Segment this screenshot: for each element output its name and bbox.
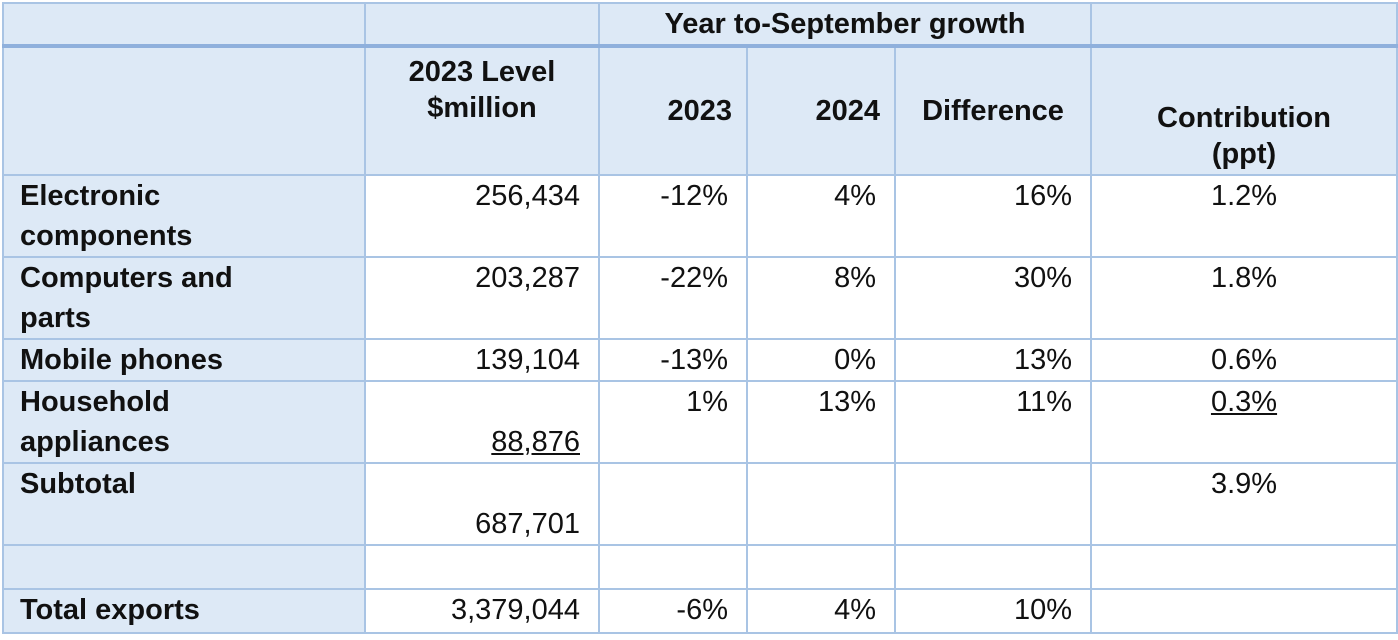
header-blank-cell bbox=[364, 2, 600, 47]
level-cell: 3,379,044 bbox=[364, 588, 600, 634]
empty-cell bbox=[1090, 544, 1398, 590]
table-row: Total exports 3,379,044 -6% 4% 10% bbox=[2, 588, 1398, 634]
growth-2024-cell: 8% bbox=[746, 256, 896, 340]
empty-cell bbox=[893, 462, 1093, 546]
level-cell: 256,434 bbox=[364, 174, 600, 258]
level-cell: 88,876 bbox=[364, 380, 600, 464]
difference-cell: 13% bbox=[893, 338, 1093, 382]
table-row: Household appliances 88,876 1% 13% 11% 0.… bbox=[2, 380, 1398, 464]
table-row: Subtotal 687,701 3.9% bbox=[2, 462, 1398, 546]
row-label: Mobile phones bbox=[2, 338, 366, 382]
empty-cell bbox=[598, 544, 748, 590]
contribution-cell: 0.6% bbox=[1090, 338, 1398, 382]
growth-2023-cell: -22% bbox=[598, 256, 748, 340]
contribution-cell: 1.2% bbox=[1090, 174, 1398, 258]
empty-cell bbox=[364, 544, 600, 590]
growth-2024-cell: 4% bbox=[746, 174, 896, 258]
header-blank-cell bbox=[2, 2, 366, 47]
growth-2023-cell: -12% bbox=[598, 174, 748, 258]
difference-cell: 10% bbox=[893, 588, 1093, 634]
row-label: Household appliances bbox=[2, 380, 366, 464]
spacer-row bbox=[2, 544, 1398, 590]
difference-cell: 11% bbox=[893, 380, 1093, 464]
year-2024-column-header: 2024 bbox=[746, 45, 896, 176]
header-row-columns: 2023 Level $million 2023 2024 Difference… bbox=[2, 45, 1398, 176]
growth-2023-cell: -6% bbox=[598, 588, 748, 634]
row-label: Computers and parts bbox=[2, 256, 366, 340]
difference-cell: 16% bbox=[893, 174, 1093, 258]
empty-cell bbox=[893, 544, 1093, 590]
contribution-cell: 1.8% bbox=[1090, 256, 1398, 340]
difference-cell: 30% bbox=[893, 256, 1093, 340]
growth-2024-cell: 0% bbox=[746, 338, 896, 382]
level-cell: 687,701 bbox=[364, 462, 600, 546]
header-blank-cell bbox=[2, 45, 366, 176]
empty-cell bbox=[746, 462, 896, 546]
contribution-column-header: Contribution (ppt) bbox=[1090, 45, 1398, 176]
growth-2024-cell: 13% bbox=[746, 380, 896, 464]
level-column-header: 2023 Level $million bbox=[364, 45, 600, 176]
empty-cell bbox=[598, 462, 748, 546]
empty-cell bbox=[746, 544, 896, 590]
table-row: Computers and parts 203,287 -22% 8% 30% 1… bbox=[2, 256, 1398, 340]
empty-cell bbox=[1090, 588, 1398, 634]
row-label: Total exports bbox=[2, 588, 366, 634]
table-row: Electronic components 256,434 -12% 4% 16%… bbox=[2, 174, 1398, 258]
header-blank-cell bbox=[1090, 2, 1398, 47]
difference-column-header: Difference bbox=[893, 45, 1093, 176]
row-label: Electronic components bbox=[2, 174, 366, 258]
level-cell: 139,104 bbox=[364, 338, 600, 382]
growth-2023-cell: 1% bbox=[598, 380, 748, 464]
row-label: Subtotal bbox=[2, 462, 366, 546]
growth-2024-cell: 4% bbox=[746, 588, 896, 634]
growth-group-header: Year to-September growth bbox=[597, 2, 1093, 47]
level-cell: 203,287 bbox=[364, 256, 600, 340]
contribution-cell: 0.3% bbox=[1090, 380, 1398, 464]
year-2023-column-header: 2023 bbox=[598, 45, 748, 176]
empty-cell bbox=[2, 544, 366, 590]
contribution-cell: 3.9% bbox=[1090, 462, 1398, 546]
header-row-group: Year to-September growth bbox=[2, 2, 1398, 47]
growth-2023-cell: -13% bbox=[598, 338, 748, 382]
table-row: Mobile phones 139,104 -13% 0% 13% 0.6% bbox=[2, 338, 1398, 382]
